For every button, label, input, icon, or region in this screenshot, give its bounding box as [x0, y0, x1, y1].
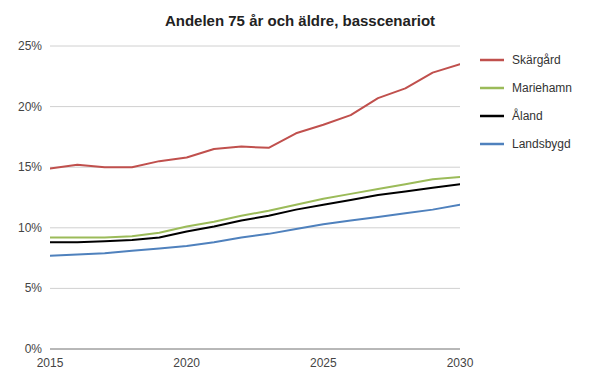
legend-label: Åland	[512, 108, 543, 123]
grid-line	[50, 288, 460, 289]
y-tick-label: 15%	[18, 160, 42, 174]
page: {"chart_data": { "type": "line", "title"…	[0, 0, 600, 383]
legend-label: Mariehamn	[512, 81, 572, 95]
series-line	[50, 205, 460, 256]
grid	[50, 46, 460, 349]
x-axis: 2015 2020 2025 2030	[37, 356, 474, 370]
legend-swatch	[480, 87, 504, 90]
grid-line	[50, 46, 460, 47]
legend: Skärgård Mariehamn Åland Landsbygd	[480, 53, 572, 151]
y-tick-label: 10%	[18, 221, 42, 235]
x-tick-label: 2020	[173, 356, 200, 370]
series-line	[50, 177, 460, 238]
series-group	[50, 64, 460, 256]
x-axis-line	[50, 349, 460, 350]
legend-swatch	[480, 143, 504, 146]
legend-label: Landsbygd	[512, 137, 571, 151]
y-tick-label: 25%	[18, 39, 42, 53]
grid-line	[50, 106, 460, 107]
grid-line	[50, 349, 460, 350]
legend-swatch	[480, 115, 504, 118]
chart: Andelen 75 år och äldre, basscenariot 0% 5…	[0, 0, 600, 383]
y-tick-label: 5%	[25, 281, 43, 295]
y-tick-label: 0%	[25, 342, 43, 356]
y-tick-label: 20%	[18, 100, 42, 114]
legend-swatch	[480, 59, 504, 62]
series-line	[50, 64, 460, 168]
legend-label: Skärgård	[512, 53, 561, 67]
x-tick-label: 2015	[37, 356, 64, 370]
x-tick-label: 2030	[447, 356, 474, 370]
title: Andelen 75 år och äldre, basscenariot	[165, 12, 435, 29]
x-tick-label: 2025	[310, 356, 337, 370]
y-axis: 0% 5% 10% 15% 20% 25%	[18, 39, 42, 356]
grid-line	[50, 227, 460, 228]
